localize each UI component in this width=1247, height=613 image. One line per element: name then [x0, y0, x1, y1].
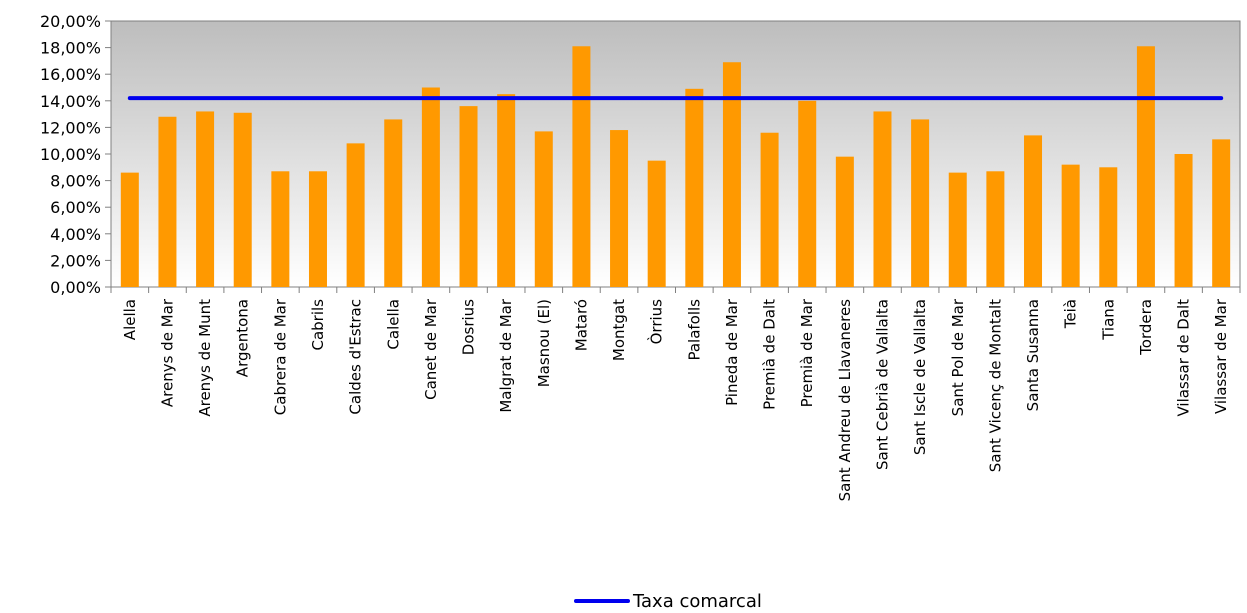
bar — [873, 111, 891, 287]
bar — [610, 130, 628, 287]
bar — [1062, 165, 1080, 287]
x-category-label: Cabrils — [309, 299, 327, 351]
y-axis-ticks: 0,00% 2,00% 4,00% 6,00% 8,00% 10,00% 12,00% 14,… — [40, 12, 111, 297]
x-category-label: Arenys de Mar — [158, 298, 176, 407]
x-category-label: Premià de Mar — [798, 298, 816, 407]
bar — [422, 88, 440, 288]
x-category-label: Premià de Dalt — [761, 299, 779, 410]
x-category-label: Palafolls — [685, 299, 703, 361]
bar — [121, 173, 139, 287]
bar — [986, 171, 1004, 287]
bar — [761, 133, 779, 287]
x-category-label: Pineda de Mar — [723, 298, 741, 406]
bar — [648, 161, 666, 287]
bar — [535, 131, 553, 287]
y-tick-label: 6,00% — [50, 198, 101, 217]
x-axis-ticks: Alella Arenys de Mar Arenys de Munt Argento… — [111, 287, 1240, 501]
bar — [1175, 154, 1193, 287]
x-category-label: Tordera — [1137, 299, 1155, 356]
x-category-label: Canet de Mar — [422, 298, 440, 400]
y-tick-label: 12,00% — [40, 118, 101, 137]
x-category-label: Cabrera de Mar — [271, 298, 289, 415]
bar — [723, 62, 741, 287]
x-category-label: Argentona — [234, 299, 252, 377]
bar — [836, 157, 854, 287]
legend: Taxa comarcal — [574, 590, 762, 612]
bar — [572, 46, 590, 287]
x-category-label: Sant Iscle de Vallalta — [911, 299, 929, 455]
bar — [1024, 135, 1042, 287]
bar — [309, 171, 327, 287]
bar — [949, 173, 967, 287]
x-category-label: Vilassar de Mar — [1212, 298, 1230, 414]
y-tick-label: 8,00% — [50, 172, 101, 191]
bar — [271, 171, 289, 287]
x-category-label: Sant Andreu de Llavaneres — [836, 299, 854, 502]
x-category-label: Sant Cebrià de Vallalta — [873, 299, 891, 470]
x-category-label: Dosrius — [460, 299, 478, 355]
bar — [911, 119, 929, 287]
legend-line-swatch — [574, 599, 630, 603]
x-category-label: Vilassar de Dalt — [1175, 299, 1193, 417]
y-tick-label: 14,00% — [40, 92, 101, 111]
bar — [347, 143, 365, 287]
bar — [1212, 139, 1230, 287]
x-category-label: Tiana — [1099, 299, 1117, 341]
y-tick-label: 4,00% — [50, 225, 101, 244]
y-tick-label: 2,00% — [50, 251, 101, 270]
bar — [234, 113, 252, 287]
legend-label: Taxa comarcal — [633, 591, 762, 612]
bar-chart: 0,00% 2,00% 4,00% 6,00% 8,00% 10,00% 12,00% 14,… — [0, 0, 1247, 590]
x-category-label: Caldes d'Estrac — [347, 299, 365, 415]
x-category-label: Òrrius — [647, 299, 666, 345]
x-category-label: Arenys de Munt — [196, 299, 214, 417]
x-category-label: Malgrat de Mar — [497, 298, 515, 412]
x-category-label: Mataró — [572, 299, 590, 351]
bar — [1137, 46, 1155, 287]
x-category-label: Masnou (El) — [535, 299, 553, 387]
y-tick-label: 0,00% — [50, 278, 101, 297]
x-category-label: Alella — [121, 299, 139, 340]
bar — [384, 119, 402, 287]
bar — [497, 94, 515, 287]
x-category-label: Sant Vicenç de Montalt — [986, 299, 1004, 472]
y-tick-label: 18,00% — [40, 39, 101, 58]
bar — [798, 101, 816, 287]
x-category-label: Sant Pol de Mar — [949, 298, 967, 416]
bar — [1099, 167, 1117, 287]
y-tick-label: 10,00% — [40, 145, 101, 164]
bar — [460, 106, 478, 287]
x-category-label: Santa Susanna — [1024, 299, 1042, 411]
y-tick-label: 20,00% — [40, 12, 101, 31]
bar — [196, 111, 214, 287]
x-category-label: Montgat — [610, 299, 628, 361]
x-category-label: Calella — [384, 299, 402, 350]
bar — [685, 89, 703, 287]
bar — [158, 117, 176, 287]
x-category-label: Teià — [1062, 299, 1080, 329]
y-tick-label: 16,00% — [40, 65, 101, 84]
